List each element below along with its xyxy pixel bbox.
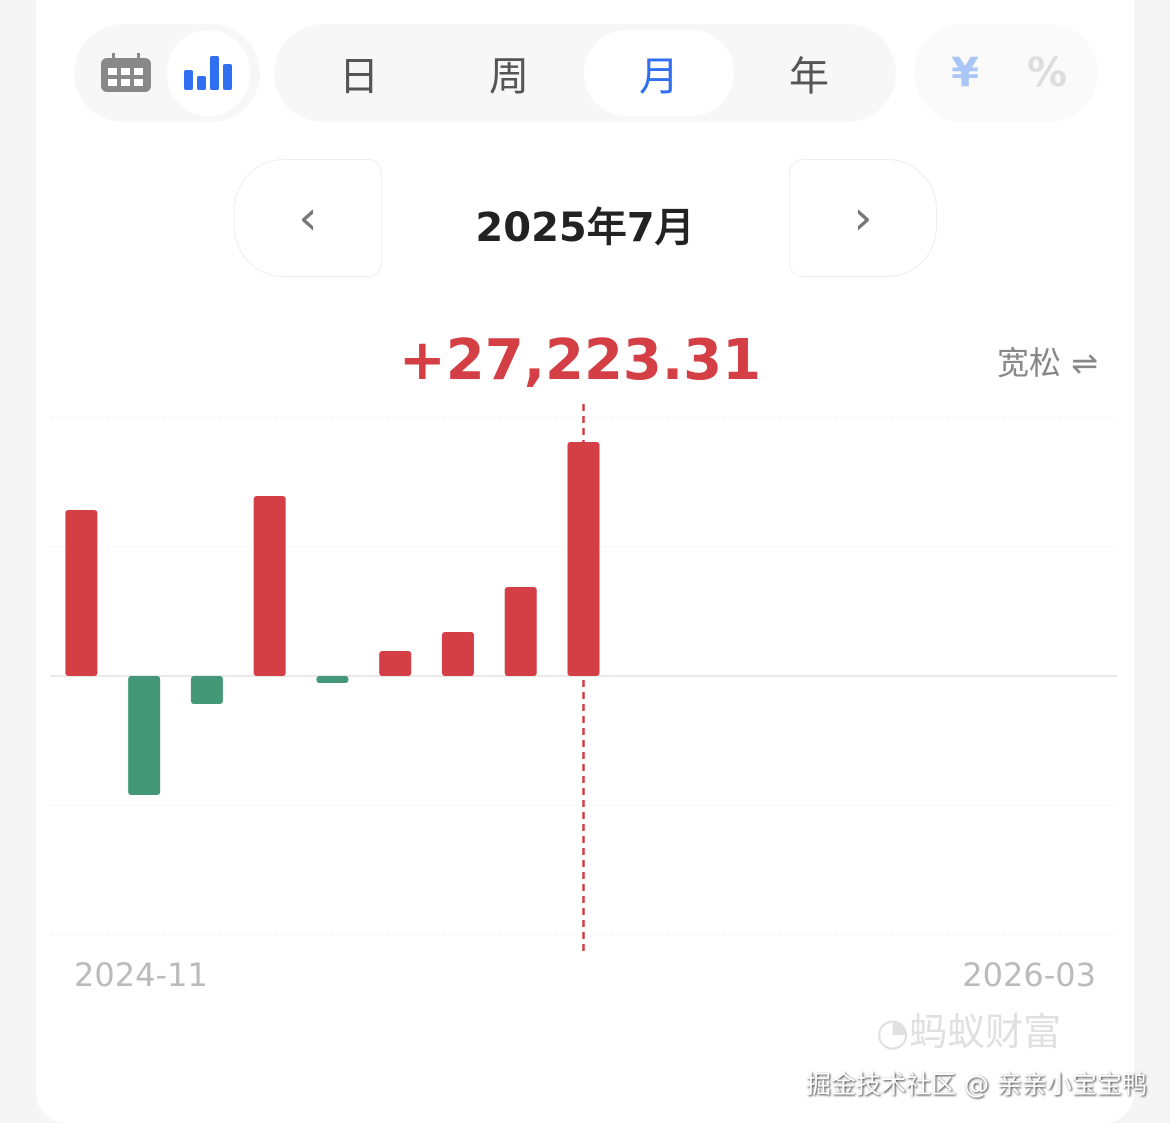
- logo-text: 蚂蚁财富: [909, 1010, 1062, 1054]
- bar-2025-07: [567, 441, 600, 676]
- selected-value: +27,223.31: [398, 328, 762, 393]
- bar-2024-12: [128, 676, 161, 795]
- swap-icon: ⇌: [1071, 344, 1098, 382]
- logo-icon: ◔: [876, 1010, 910, 1054]
- bar-2025-01: [190, 676, 223, 705]
- view-toggle: [74, 24, 260, 122]
- bar-chart-icon: [183, 56, 232, 90]
- bar-2025-06: [504, 587, 537, 676]
- yuan-unit-button[interactable]: ¥: [951, 50, 979, 96]
- period-year-tab[interactable]: 年: [789, 54, 829, 100]
- density-label: 宽松: [997, 344, 1062, 382]
- calendar-icon: [100, 53, 151, 92]
- x-tick-label: 2024-11: [74, 956, 208, 994]
- bar-2025-03: [316, 676, 349, 683]
- logo-watermark: ◔蚂蚁财富: [876, 1010, 1061, 1056]
- bar-2025-02: [253, 495, 286, 676]
- period-day-tab[interactable]: 日: [339, 54, 379, 100]
- next-month-button[interactable]: ›: [789, 159, 937, 277]
- density-toggle[interactable]: 宽松 ⇌: [997, 338, 1098, 384]
- bar-2025-04: [379, 650, 412, 676]
- percent-unit-button[interactable]: %: [1026, 50, 1068, 96]
- period-month-tab[interactable]: 月: [584, 30, 734, 116]
- bar-chart[interactable]: [0, 0, 1170, 1000]
- current-month: 2025年7月: [475, 205, 695, 251]
- x-tick-label: 2026-03: [962, 956, 1096, 994]
- unit-toggle: ¥ %: [914, 24, 1098, 122]
- bar-2024-11: [65, 510, 98, 676]
- calendar-view-button[interactable]: [84, 30, 167, 116]
- period-selector: 日 周 月 年: [274, 24, 896, 122]
- period-week-tab[interactable]: 周: [489, 54, 529, 100]
- bar-2025-05: [441, 631, 474, 676]
- chevron-right-icon: ›: [853, 190, 873, 246]
- chevron-left-icon: ‹: [298, 190, 318, 246]
- prev-month-button[interactable]: ‹: [234, 159, 382, 277]
- credit-watermark: 掘金技术社区 @ 亲亲小宝宝鸭: [806, 1070, 1147, 1099]
- bar-view-button[interactable]: [167, 30, 250, 116]
